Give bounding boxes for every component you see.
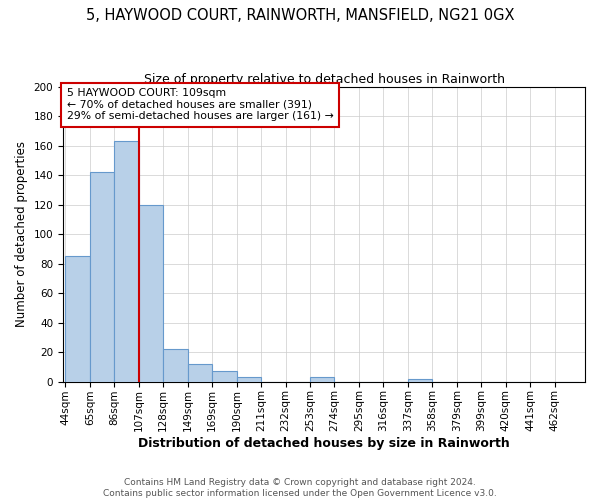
Bar xyxy=(139,204,163,382)
Bar xyxy=(90,172,114,382)
Bar xyxy=(310,378,334,382)
X-axis label: Distribution of detached houses by size in Rainworth: Distribution of detached houses by size … xyxy=(138,437,510,450)
Bar xyxy=(188,364,212,382)
Bar xyxy=(114,141,139,382)
Y-axis label: Number of detached properties: Number of detached properties xyxy=(15,141,28,327)
Bar xyxy=(163,349,188,382)
Bar xyxy=(236,378,261,382)
Text: 5, HAYWOOD COURT, RAINWORTH, MANSFIELD, NG21 0GX: 5, HAYWOOD COURT, RAINWORTH, MANSFIELD, … xyxy=(86,8,514,22)
Text: Contains HM Land Registry data © Crown copyright and database right 2024.
Contai: Contains HM Land Registry data © Crown c… xyxy=(103,478,497,498)
Bar xyxy=(408,378,433,382)
Bar xyxy=(212,372,236,382)
Title: Size of property relative to detached houses in Rainworth: Size of property relative to detached ho… xyxy=(143,72,505,86)
Text: 5 HAYWOOD COURT: 109sqm
← 70% of detached houses are smaller (391)
29% of semi-d: 5 HAYWOOD COURT: 109sqm ← 70% of detache… xyxy=(67,88,333,122)
Bar xyxy=(65,256,90,382)
